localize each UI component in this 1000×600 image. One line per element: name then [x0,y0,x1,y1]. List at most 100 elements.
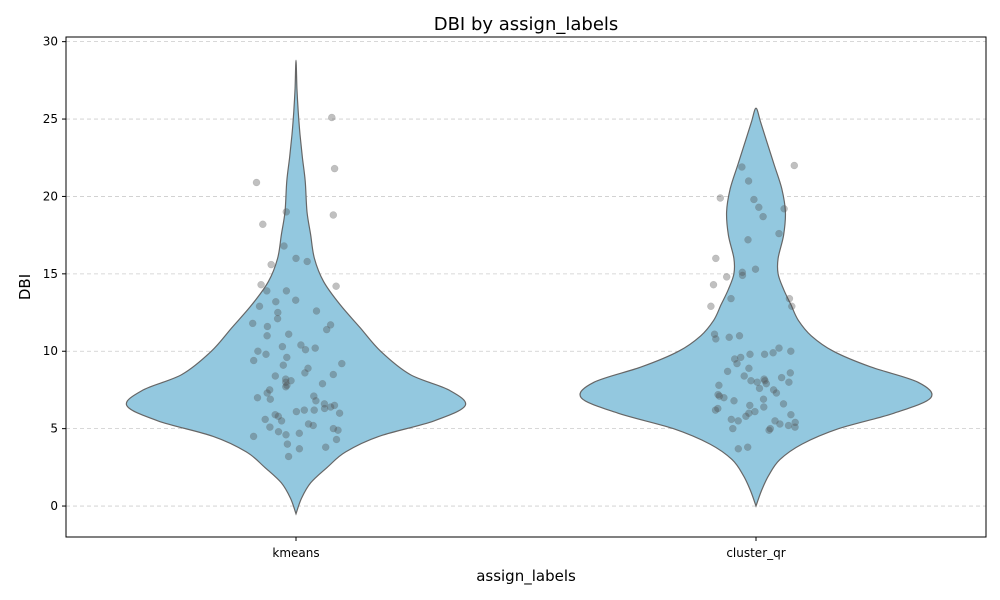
point-cluster_qr [760,350,769,359]
point-kmeans [329,424,338,433]
point-kmeans [328,113,336,122]
y-tick-label: 15 [43,267,58,281]
point-cluster_qr [753,378,761,386]
point-kmeans [329,211,338,219]
point-kmeans [249,356,258,365]
point-cluster_qr [736,353,745,362]
point-cluster_qr [745,409,753,417]
point-kmeans [320,400,329,408]
point-kmeans [301,369,309,377]
point-kmeans [272,297,280,306]
point-cluster_qr [751,265,760,273]
point-cluster_qr [790,161,799,170]
point-kmeans [295,445,304,453]
point-kmeans [273,314,282,323]
point-kmeans [291,296,300,304]
point-cluster_qr [746,401,754,410]
point-cluster_qr [743,443,752,451]
point-kmeans [263,332,271,340]
violin-cluster_qr [579,107,933,508]
point-cluster_qr [710,330,719,338]
plot-frame [65,36,987,538]
point-cluster_qr [788,302,796,311]
point-cluster_qr [771,417,779,425]
point-cluster_qr [744,236,752,244]
point-kmeans [320,404,329,413]
point-kmeans [332,435,341,444]
point-kmeans [326,403,335,411]
point-kmeans [281,375,290,383]
point-kmeans [261,415,269,424]
x-axis-ticks: kmeans cluster_qr [272,537,786,560]
point-cluster_qr [760,375,768,383]
point-kmeans [263,287,271,295]
point-cluster_qr [712,254,720,263]
point-cluster_qr [787,410,795,419]
point-cluster_qr [738,163,746,171]
point-cluster_qr [734,417,742,425]
point-cluster_qr [720,393,728,402]
point-kmeans [326,321,335,329]
y-tick-label: 25 [43,112,58,126]
point-kmeans [278,342,287,351]
point-kmeans [265,386,274,394]
x-tick-label-cluster_qr: cluster_qr [726,546,785,560]
point-kmeans [330,164,339,173]
point-cluster_qr [786,369,795,377]
point-cluster_qr [746,350,754,359]
point-kmeans [318,379,327,388]
point-kmeans [322,325,331,334]
point-kmeans [292,254,300,263]
point-cluster_qr [769,386,778,394]
point-kmeans [332,282,340,290]
point-cluster_qr [777,373,786,382]
point-cluster_qr [775,344,783,352]
y-tick-label: 20 [43,189,58,203]
point-kmeans [271,410,279,419]
point-cluster_qr [755,384,764,393]
point-kmeans [300,406,309,414]
y-tick-label: 0 [50,499,58,513]
point-kmeans [330,401,339,410]
point-cluster_qr [755,203,763,212]
point-cluster_qr [762,379,771,388]
point-kmeans [274,427,283,436]
point-cluster_qr [740,372,748,380]
point-cluster_qr [785,294,794,303]
point-kmeans [335,409,344,417]
point-cluster_qr [714,404,722,413]
point-kmeans [338,359,346,368]
y-axis-label: DBI [16,274,34,300]
violin-kmeans [125,59,467,516]
point-cluster_qr [715,392,724,400]
point-cluster_qr [751,407,759,416]
point-kmeans [304,420,313,428]
point-kmeans [283,353,291,362]
point-cluster_qr [730,397,738,405]
point-cluster_qr [750,195,758,204]
point-cluster_qr [715,381,723,390]
point-cluster_qr [765,426,773,434]
point-kmeans [311,344,319,352]
point-cluster_qr [723,367,732,376]
point-kmeans [329,370,338,379]
point-kmeans [279,361,288,369]
point-kmeans [253,393,262,402]
point-kmeans [287,376,295,385]
point-cluster_qr [785,378,793,386]
point-kmeans [303,257,311,266]
point-cluster_qr [738,268,747,277]
point-kmeans [282,431,290,439]
point-kmeans [274,412,283,421]
point-kmeans [266,423,274,431]
point-kmeans [309,421,317,430]
point-kmeans [257,280,265,289]
point-kmeans [277,417,286,425]
point-kmeans [274,308,282,317]
point-kmeans [283,381,291,390]
point-kmeans [310,406,318,414]
point-cluster_qr [707,302,715,311]
point-kmeans [304,364,312,373]
point-cluster_qr [727,415,736,424]
point-cluster_qr [722,273,731,281]
